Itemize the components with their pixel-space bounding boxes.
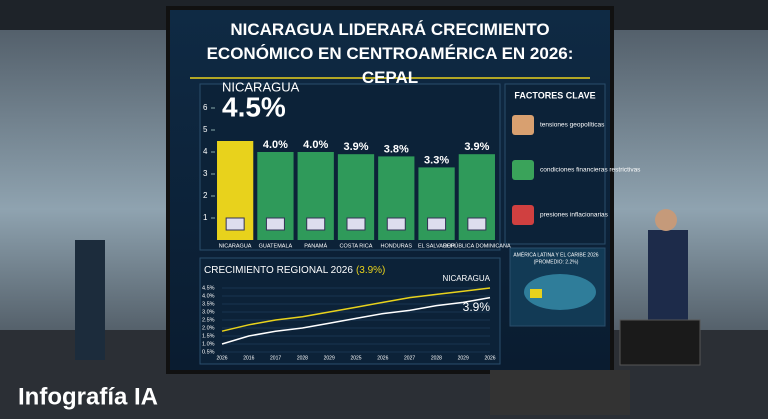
value-label: 3.8%	[384, 143, 409, 155]
factor-icon	[512, 115, 534, 135]
flag	[225, 217, 245, 231]
flag	[346, 217, 366, 231]
value-label: 3.9%	[343, 141, 368, 153]
chart-title: NICARAGUA LIDERARÁ CRECIMIENTO ECONÓMICO…	[206, 20, 574, 87]
factor-icon	[512, 160, 534, 180]
y-tick-label: 4.0%	[202, 293, 215, 299]
value-label: 4.5%	[222, 91, 286, 122]
map-title: AMÉRICA LATINA Y EL CARIBE 2026	[513, 251, 598, 258]
value-label: 4.0%	[263, 139, 288, 151]
monitor	[619, 319, 701, 366]
y-tick-label: 6	[203, 103, 208, 112]
series-label: NICARAGUA	[442, 274, 490, 283]
y-tick-label: 2	[203, 191, 208, 200]
y-tick-label: 1	[203, 213, 208, 222]
flag	[467, 217, 487, 231]
line-series	[221, 296, 491, 345]
value-label: 4.0%	[303, 139, 328, 151]
y-tick-label: 4	[203, 147, 208, 156]
y-tick-label: 5	[203, 125, 208, 134]
x-tick-label: NICARAGUA	[219, 243, 252, 249]
x-tick-label: 2026	[216, 355, 227, 361]
factor-label: condiciones financieras restrictivas	[540, 167, 641, 174]
factors-title: FACTORES CLAVE	[514, 90, 595, 100]
x-tick-label: 2028	[297, 355, 308, 361]
y-tick-label: 3.5%	[202, 301, 215, 307]
line-series	[221, 287, 491, 332]
presenter-head	[655, 209, 677, 231]
x-tick-label: HONDURAS	[381, 243, 413, 249]
line-title-note: (3.9%)	[356, 265, 385, 276]
x-tick-label: PANAMÁ	[304, 242, 327, 249]
y-tick-label: 1.5%	[202, 333, 215, 339]
flag	[386, 217, 406, 231]
y-tick-label: 1.0%	[202, 341, 215, 347]
factor-icon	[512, 205, 534, 225]
x-tick-label: 2029	[324, 355, 335, 361]
y-tick-label: 3.0%	[202, 309, 215, 315]
y-tick-label: 3	[203, 169, 208, 178]
x-tick-label: 2017	[270, 355, 281, 361]
x-tick-label: 2026	[377, 355, 388, 361]
map-shape	[524, 274, 596, 310]
x-tick-label: COSTA RICA	[340, 243, 373, 249]
x-tick-label: 2016	[243, 355, 254, 361]
value-label: 3.3%	[424, 154, 449, 166]
line-title-text: CRECIMIENTO REGIONAL 2026	[204, 265, 353, 276]
presenter	[648, 230, 688, 320]
value-label: 3.9%	[464, 141, 489, 153]
y-tick-label: 2.0%	[202, 325, 215, 331]
camera-operator	[75, 240, 105, 360]
line-panel	[199, 257, 501, 365]
x-tick-label: 2028	[431, 355, 442, 361]
y-tick-label: 2.5%	[202, 317, 215, 323]
map-note: (PROMEDIO: 2.2%)	[534, 259, 579, 265]
x-tick-label: 2029	[458, 355, 469, 361]
flag	[265, 217, 285, 231]
y-tick-label: 0.5%	[202, 349, 215, 355]
factor-label: presiones inflacionarias	[540, 212, 609, 219]
footer-watermark: Infografía IA	[18, 383, 158, 410]
x-tick-label: EL SALVADOR	[418, 243, 455, 249]
flag	[427, 217, 447, 231]
x-tick-label: 2027	[404, 355, 415, 361]
end-label: 3.9%	[463, 300, 491, 314]
x-tick-label: REPÚBLICA DOMINICANA	[443, 242, 511, 249]
factor-label: tensiones geopolíticas	[540, 122, 605, 129]
line-title: CRECIMIENTO REGIONAL 2026 (3.9%)	[204, 265, 385, 276]
mixing-desk	[490, 370, 630, 415]
y-tick-label: 4.5%	[202, 285, 215, 291]
x-tick-label: 2025	[350, 355, 361, 361]
flag	[306, 217, 326, 231]
highlight-label: NICARAGUA	[222, 79, 300, 94]
x-tick-label: GUATEMALA	[259, 243, 293, 249]
x-tick-label: 2026	[484, 355, 495, 361]
map-marker	[530, 289, 542, 298]
